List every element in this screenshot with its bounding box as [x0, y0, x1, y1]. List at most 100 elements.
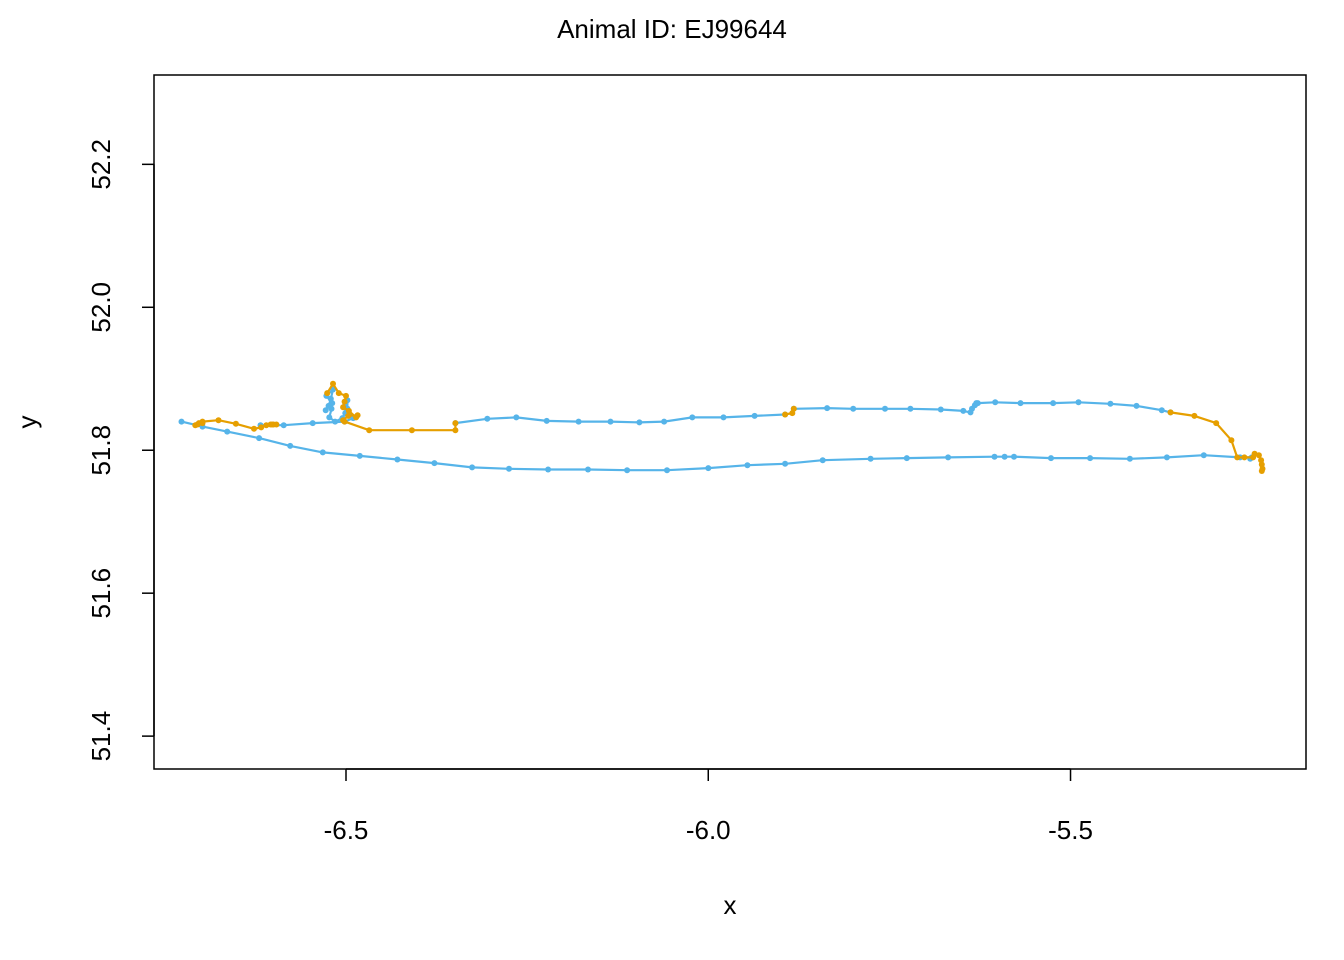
track-point	[324, 390, 331, 397]
track-point	[469, 464, 476, 471]
track-point	[636, 419, 643, 426]
track-point	[280, 422, 287, 429]
y-tick-label: 51.4	[86, 711, 116, 762]
track-point	[232, 420, 239, 427]
track-point	[273, 421, 280, 428]
track-point	[332, 418, 339, 425]
track-point	[1213, 420, 1220, 427]
track-point	[903, 455, 910, 462]
y-tick-label: 52.2	[86, 139, 116, 190]
track-point	[1087, 455, 1094, 462]
track-point	[341, 398, 348, 405]
track-point	[224, 428, 231, 435]
track-point	[585, 466, 591, 473]
track-point	[1126, 455, 1133, 462]
track-line	[455, 413, 786, 425]
track-point	[1017, 400, 1024, 407]
track-series-2	[192, 380, 1266, 474]
track-point	[330, 380, 336, 387]
y-tick-label: 51.8	[86, 425, 116, 476]
x-tick-label: -5.5	[1048, 815, 1093, 845]
track-series-1	[178, 386, 1255, 474]
track-point	[543, 417, 550, 424]
track-point	[545, 466, 552, 473]
y-axis-label: y	[12, 416, 42, 429]
track-point	[1107, 400, 1114, 407]
track-point	[1050, 400, 1057, 407]
track-point	[937, 406, 944, 413]
track-point	[394, 456, 401, 463]
track-point	[664, 467, 670, 474]
x-axis: -6.5 -6.0 -5.5	[324, 768, 1093, 845]
track-point	[720, 414, 727, 421]
track-point	[1167, 409, 1174, 416]
track-point	[992, 399, 999, 406]
x-tick-label: -6.5	[324, 815, 369, 845]
track-point	[366, 427, 373, 434]
track-point	[960, 407, 967, 414]
track-point	[867, 455, 874, 462]
track-point	[1200, 452, 1207, 459]
track-point	[1234, 454, 1241, 461]
track-point	[199, 418, 206, 425]
track-point	[256, 435, 263, 442]
track-point	[782, 460, 789, 467]
track-point	[287, 442, 294, 449]
y-tick-label: 51.6	[86, 568, 116, 619]
track-point	[1011, 453, 1017, 460]
track-point	[484, 415, 491, 422]
track-point	[751, 412, 758, 419]
track-point	[974, 400, 981, 407]
track-point	[1075, 399, 1082, 406]
track-point	[790, 405, 797, 412]
track-point	[251, 425, 257, 432]
track-point	[1191, 412, 1198, 419]
track-line	[793, 401, 1171, 414]
track-point	[782, 411, 789, 418]
track-point	[345, 407, 352, 414]
track-point	[178, 418, 185, 425]
track-point	[1158, 407, 1165, 414]
track-point	[452, 420, 459, 427]
track-point	[326, 414, 333, 421]
track-point	[689, 414, 696, 421]
track-point	[319, 449, 326, 456]
track-point	[624, 467, 631, 474]
track-point	[325, 402, 332, 409]
track-point	[327, 395, 334, 402]
track-point	[340, 404, 347, 411]
track-point	[575, 418, 582, 425]
track-point	[1048, 455, 1054, 462]
track-point	[945, 454, 952, 461]
track-point	[513, 414, 520, 421]
track-point	[824, 405, 831, 412]
track-point	[1163, 454, 1170, 461]
track-point	[1133, 402, 1140, 409]
track-point	[1241, 454, 1248, 461]
track-point	[343, 392, 349, 399]
track-point	[356, 452, 363, 459]
track-point	[1228, 437, 1235, 444]
track-point	[991, 453, 998, 460]
track-point	[607, 418, 614, 425]
track-point	[1001, 453, 1008, 460]
chart-title: Animal ID: EJ99644	[557, 14, 787, 44]
track-point	[1255, 452, 1262, 459]
track-point	[744, 462, 751, 469]
track-point	[354, 412, 361, 419]
track-point	[431, 460, 438, 467]
track-point	[215, 417, 222, 424]
x-axis-label: x	[724, 890, 737, 920]
track-point	[1258, 468, 1265, 474]
track-point	[705, 465, 712, 472]
y-axis: 51.4 51.6 51.8 52.0 52.2	[86, 139, 155, 762]
track-point	[322, 407, 329, 414]
x-tick-label: -6.0	[686, 815, 731, 845]
track-point	[345, 412, 352, 419]
track-point	[335, 390, 342, 397]
track-point	[882, 405, 888, 412]
track-point	[309, 420, 316, 427]
track-point	[452, 427, 459, 434]
track-point	[341, 418, 348, 425]
